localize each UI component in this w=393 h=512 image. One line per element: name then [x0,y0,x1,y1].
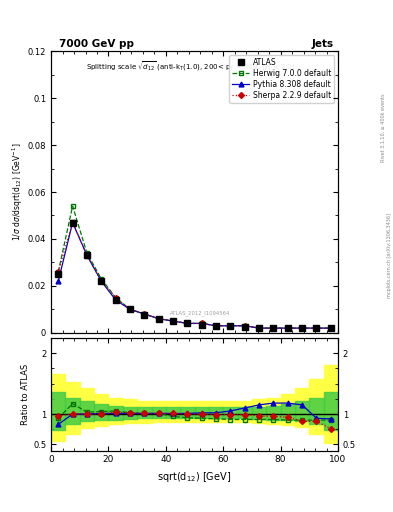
Text: 7000 GeV pp: 7000 GeV pp [59,38,134,49]
Legend: ATLAS, Herwig 7.0.0 default, Pythia 8.308 default, Sherpa 2.2.9 default: ATLAS, Herwig 7.0.0 default, Pythia 8.30… [229,55,334,103]
Y-axis label: Ratio to ATLAS: Ratio to ATLAS [21,364,30,425]
Text: Jets: Jets [312,38,334,49]
X-axis label: sqrt(d$_{12}$) [GeV]: sqrt(d$_{12}$) [GeV] [158,470,231,484]
Text: Rivet 3.1.10, ≥ 400k events: Rivet 3.1.10, ≥ 400k events [381,94,386,162]
Text: ATLAS_2012_I1094564: ATLAS_2012_I1094564 [170,310,230,316]
Text: mcplots.cern.ch [arXiv:1306.3436]: mcplots.cern.ch [arXiv:1306.3436] [387,214,391,298]
Text: Splitting scale $\sqrt{d_{12}}$ (anti-k$_{\rm T}$(1.0), 200< p$_{\rm T}$ < 300, : Splitting scale $\sqrt{d_{12}}$ (anti-k$… [86,60,295,74]
Y-axis label: 1/$\sigma$ d$\sigma$/dsqrt(d$_{12}$) [GeV$^{-1}$]: 1/$\sigma$ d$\sigma$/dsqrt(d$_{12}$) [Ge… [11,143,25,241]
